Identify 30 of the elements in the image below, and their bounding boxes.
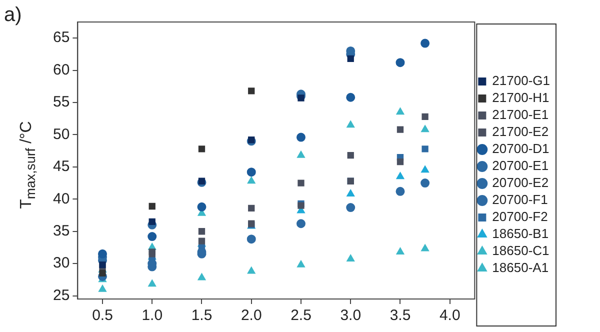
y-tick-label: 55 bbox=[52, 94, 70, 111]
x-tick-label: 4.0 bbox=[439, 307, 460, 324]
y-tick-label: 50 bbox=[52, 126, 70, 143]
legend-label: 20700-F2 bbox=[492, 209, 548, 224]
legend-label: 21700-H1 bbox=[492, 90, 550, 106]
y-tick-label: 40 bbox=[52, 190, 70, 208]
y-tick-label: 30 bbox=[52, 254, 70, 272]
y-tick-label: 35 bbox=[52, 222, 70, 240]
y-tick-label: 25 bbox=[52, 286, 70, 304]
legend-label: 21700-G1 bbox=[492, 73, 550, 88]
legend-label: 20700-F1 bbox=[492, 192, 548, 208]
legend-label: 18650-B1 bbox=[492, 226, 549, 242]
x-tick-label: 0.5 bbox=[92, 307, 113, 324]
x-tick-label: 2.5 bbox=[290, 307, 312, 324]
legend-label: 20700-E2 bbox=[492, 175, 549, 190]
x-tick-label: 2.0 bbox=[240, 307, 262, 324]
x-tick-label: 1.0 bbox=[142, 307, 163, 324]
legend-label: 21700-E1 bbox=[492, 107, 549, 122]
y-tick-label: 45 bbox=[52, 158, 70, 176]
legend-label: 18650-C1 bbox=[492, 243, 550, 258]
text: a) bbox=[4, 4, 22, 27]
y-tick-label: 60 bbox=[52, 61, 70, 78]
x-tick-label: 1.5 bbox=[191, 307, 212, 324]
legend-label: 20700-D1 bbox=[492, 141, 550, 156]
x-tick-label: 3.5 bbox=[390, 307, 411, 324]
x-tick-label: 3.0 bbox=[340, 307, 362, 324]
y-tick-label: 65 bbox=[52, 29, 70, 46]
legend-label: 20700-E1 bbox=[492, 158, 549, 174]
legend-label: 18650-A1 bbox=[492, 260, 549, 276]
legend-label: 21700-E2 bbox=[492, 124, 549, 140]
